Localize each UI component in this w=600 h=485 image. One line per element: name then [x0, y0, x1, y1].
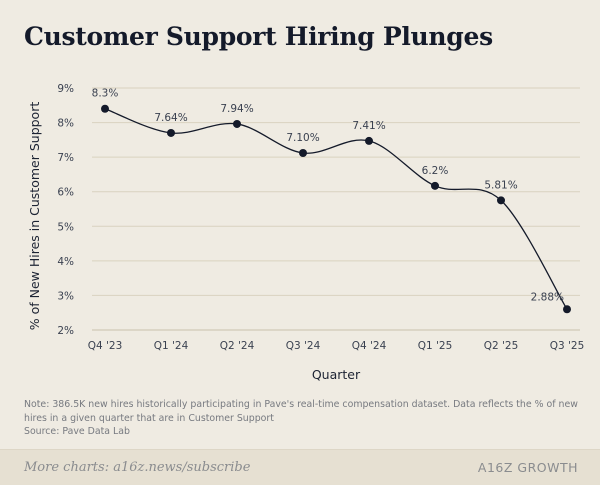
y-tick-label: 5% [57, 221, 74, 233]
y-tick-label: 2% [57, 325, 74, 337]
note-text-line-2: hires in a given quarter that are in Cus… [24, 412, 274, 424]
data-point [233, 119, 241, 128]
data-label: 6.2% [422, 165, 449, 177]
y-tick-label: 3% [57, 290, 74, 302]
data-label: 2.88% [531, 291, 564, 303]
data-label: 7.41% [352, 120, 385, 132]
x-tick-label: Q4 '23 [88, 340, 123, 352]
data-point [365, 136, 373, 145]
a16z-growth-logo: A16Z GROWTH [477, 460, 578, 475]
x-axis-label: Quarter [312, 367, 361, 382]
y-axis-ticks: 2% 3% 4% 5% 6% 7% 8% 9% [57, 83, 74, 337]
data-label: 7.94% [220, 103, 253, 115]
x-tick-label: Q1 '25 [418, 340, 453, 352]
data-point [101, 104, 109, 113]
data-point [167, 128, 175, 137]
x-tick-label: Q2 '25 [484, 340, 519, 352]
data-point [497, 196, 505, 205]
data-labels: 8.3% 7.64% 7.94% 7.10% 7.41% 6.2% 5.81% 2.88% [92, 88, 564, 304]
note-text-line-1: Note: 386.5K new hires historically part… [24, 399, 578, 410]
data-label: 8.3% [92, 88, 119, 100]
data-point [431, 181, 439, 190]
x-tick-label: Q1 '24 [154, 340, 189, 352]
y-tick-label: 4% [57, 256, 74, 268]
subscribe-link[interactable]: More charts: a16z.news/subscribe [24, 460, 251, 475]
data-points [101, 104, 571, 314]
y-tick-label: 7% [57, 152, 74, 164]
data-point [299, 148, 307, 157]
y-axis-label: % of New Hires in Customer Support [27, 102, 42, 331]
data-label: 7.10% [286, 132, 319, 144]
source-text: Source: Pave Data Lab [24, 426, 130, 437]
chart-title: Customer Support Hiring Plunges [24, 22, 493, 51]
line-chart: 2% 3% 4% 5% 6% 7% 8% 9% Q4 '23 Q1 '24 Q2 '24 Q3 '2… [27, 83, 585, 382]
gridlines [92, 87, 580, 331]
y-tick-label: 6% [57, 187, 74, 199]
series-line [104, 108, 568, 310]
y-tick-label: 8% [57, 118, 74, 130]
data-label: 7.64% [154, 112, 187, 124]
x-tick-label: Q2 '24 [220, 340, 255, 352]
footer-bar: More charts: a16z.news/subscribe A16Z GR… [0, 449, 600, 485]
x-axis-ticks: Q4 '23 Q1 '24 Q2 '24 Q3 '24 Q4 '24 Q1 '25 Q2 '… [88, 340, 585, 352]
x-tick-label: Q4 '24 [352, 340, 387, 352]
data-label: 5.81% [484, 179, 517, 191]
data-point [563, 305, 571, 314]
chart-note: Note: 386.5K new hires historically part… [24, 398, 584, 439]
y-tick-label: 9% [57, 83, 74, 95]
x-tick-label: Q3 '24 [286, 340, 321, 352]
x-tick-label: Q3 '25 [550, 340, 585, 352]
